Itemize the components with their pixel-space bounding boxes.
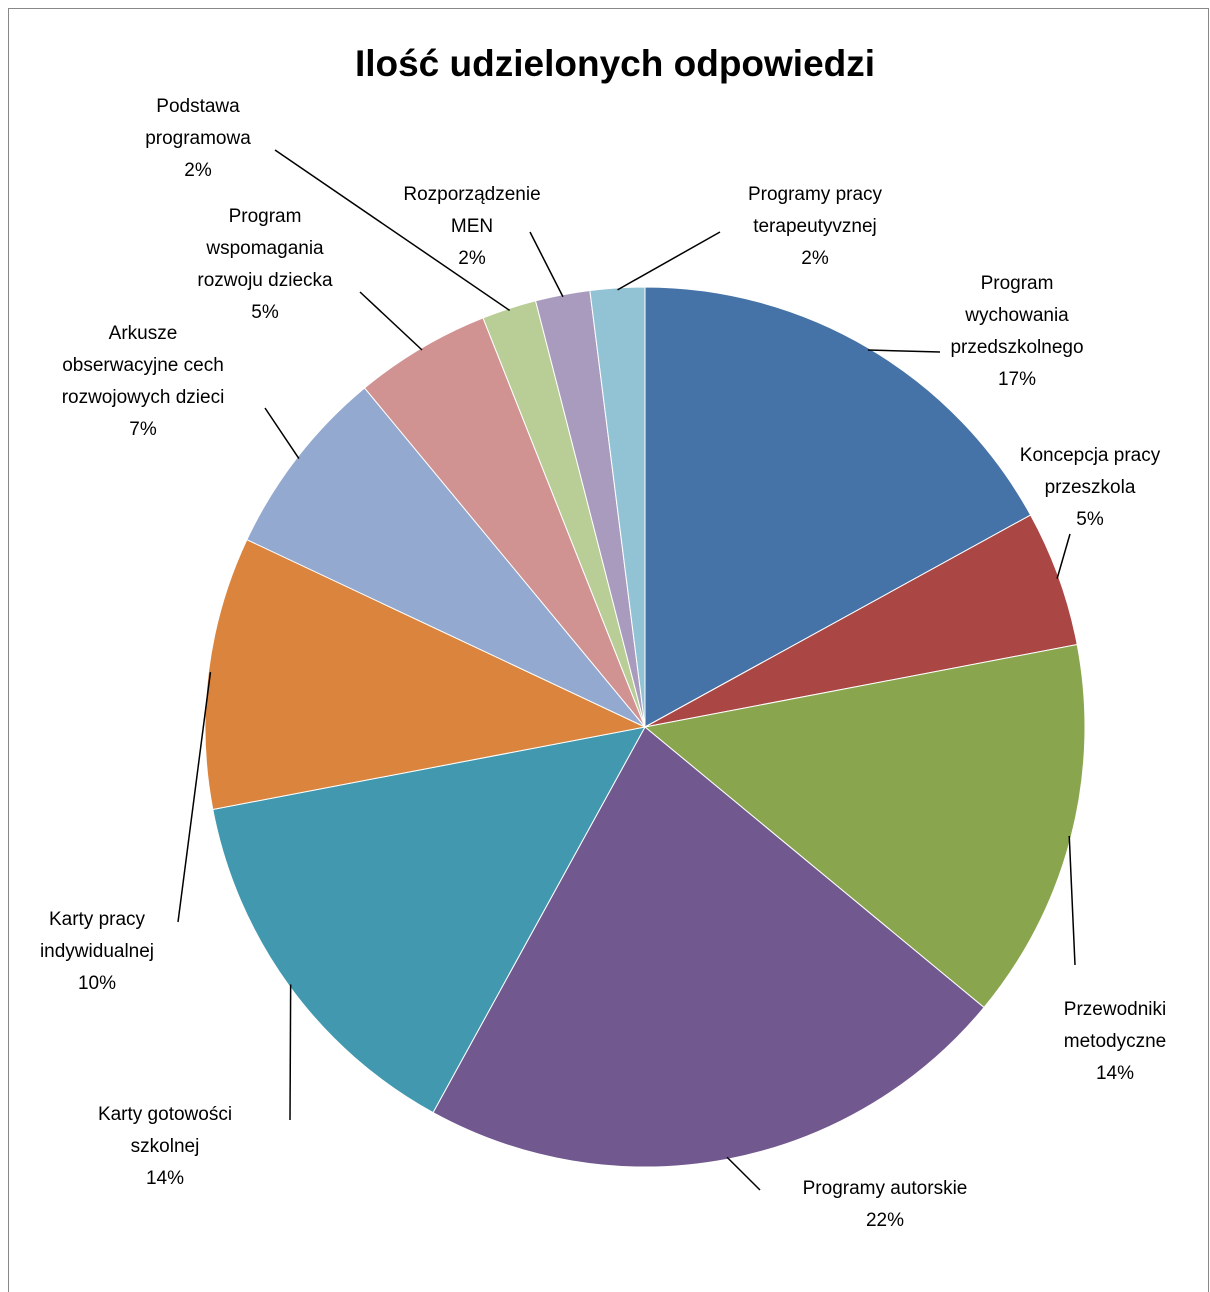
leader-line xyxy=(529,231,564,298)
value-label: 5% xyxy=(251,302,279,323)
leader-line xyxy=(1068,835,1076,966)
chart-title: Ilość udzielonych odpowiedzi xyxy=(355,43,875,84)
value-label: 22% xyxy=(866,1210,904,1231)
pie-slice xyxy=(204,538,647,811)
leader-line xyxy=(726,1156,761,1191)
leader-line xyxy=(274,149,511,312)
leader-line xyxy=(289,984,292,1121)
slice-label: Programy pracy terapeutyvznej xyxy=(748,184,883,237)
value-label: 14% xyxy=(1096,1063,1134,1084)
leader-line xyxy=(177,672,212,923)
slice-label: Rozporządzenie MEN xyxy=(403,184,540,237)
value-label: 2% xyxy=(458,248,486,269)
slice-label: Program wychowania przedszkolnego xyxy=(950,273,1083,358)
value-label: 10% xyxy=(78,973,116,994)
value-label: 14% xyxy=(146,1168,184,1189)
leader-line xyxy=(617,231,721,291)
pie-slice xyxy=(643,643,1086,1009)
leader-line xyxy=(359,291,423,351)
slice-label: Koncepcja pracy przeszkola xyxy=(1020,445,1161,498)
pie-slice xyxy=(589,286,646,728)
pie-slice xyxy=(644,286,1032,728)
leader-line xyxy=(867,349,941,353)
slice-label: Program wspomagania rozwoju dziecka xyxy=(197,206,333,291)
value-label: 17% xyxy=(998,369,1036,390)
slice-label: Arkusze obserwacyjne cech rozwojowych dzie… xyxy=(62,323,225,408)
slice-label: Programy autorskie xyxy=(803,1178,968,1199)
slice-label: Przewodniki metodyczne xyxy=(1064,999,1166,1052)
leader-line xyxy=(1056,533,1071,579)
value-label: 5% xyxy=(1076,509,1104,530)
slice-label: Podstawa programowa xyxy=(145,96,251,149)
slice-label: Karty gotowości szkolnej xyxy=(98,1104,232,1157)
pie-slice xyxy=(212,726,646,1114)
slice-label: Karty pracy indywidualnej xyxy=(40,909,154,962)
value-label: 2% xyxy=(184,160,212,181)
pie-slice xyxy=(432,726,985,1168)
value-label: 7% xyxy=(129,419,157,440)
value-label: 2% xyxy=(801,248,829,269)
leader-line xyxy=(264,407,300,459)
